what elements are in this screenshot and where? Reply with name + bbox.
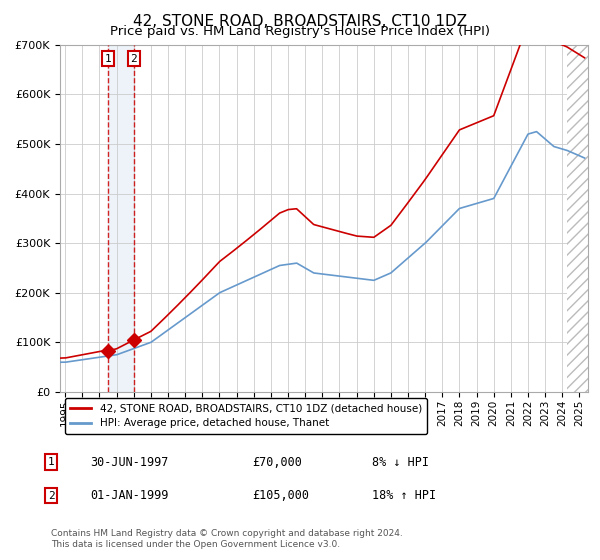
- Text: 42, STONE ROAD, BROADSTAIRS, CT10 1DZ: 42, STONE ROAD, BROADSTAIRS, CT10 1DZ: [133, 14, 467, 29]
- Text: 1: 1: [47, 457, 55, 467]
- Text: 30-JUN-1997: 30-JUN-1997: [90, 455, 169, 469]
- Text: 2: 2: [130, 54, 137, 64]
- Text: 2: 2: [47, 491, 55, 501]
- Bar: [566, 45, 588, 392]
- Legend: 42, STONE ROAD, BROADSTAIRS, CT10 1DZ (detached house), HPI: Average price, deta: 42, STONE ROAD, BROADSTAIRS, CT10 1DZ (d…: [65, 398, 427, 433]
- Text: 1: 1: [104, 54, 112, 64]
- Text: £70,000: £70,000: [252, 455, 302, 469]
- Text: Price paid vs. HM Land Registry's House Price Index (HPI): Price paid vs. HM Land Registry's House …: [110, 25, 490, 38]
- Text: 01-JAN-1999: 01-JAN-1999: [90, 489, 169, 502]
- Bar: [108, 45, 134, 392]
- Text: 8% ↓ HPI: 8% ↓ HPI: [372, 455, 429, 469]
- Text: £105,000: £105,000: [252, 489, 309, 502]
- Text: 18% ↑ HPI: 18% ↑ HPI: [372, 489, 436, 502]
- Text: Contains HM Land Registry data © Crown copyright and database right 2024.
This d: Contains HM Land Registry data © Crown c…: [51, 529, 403, 549]
